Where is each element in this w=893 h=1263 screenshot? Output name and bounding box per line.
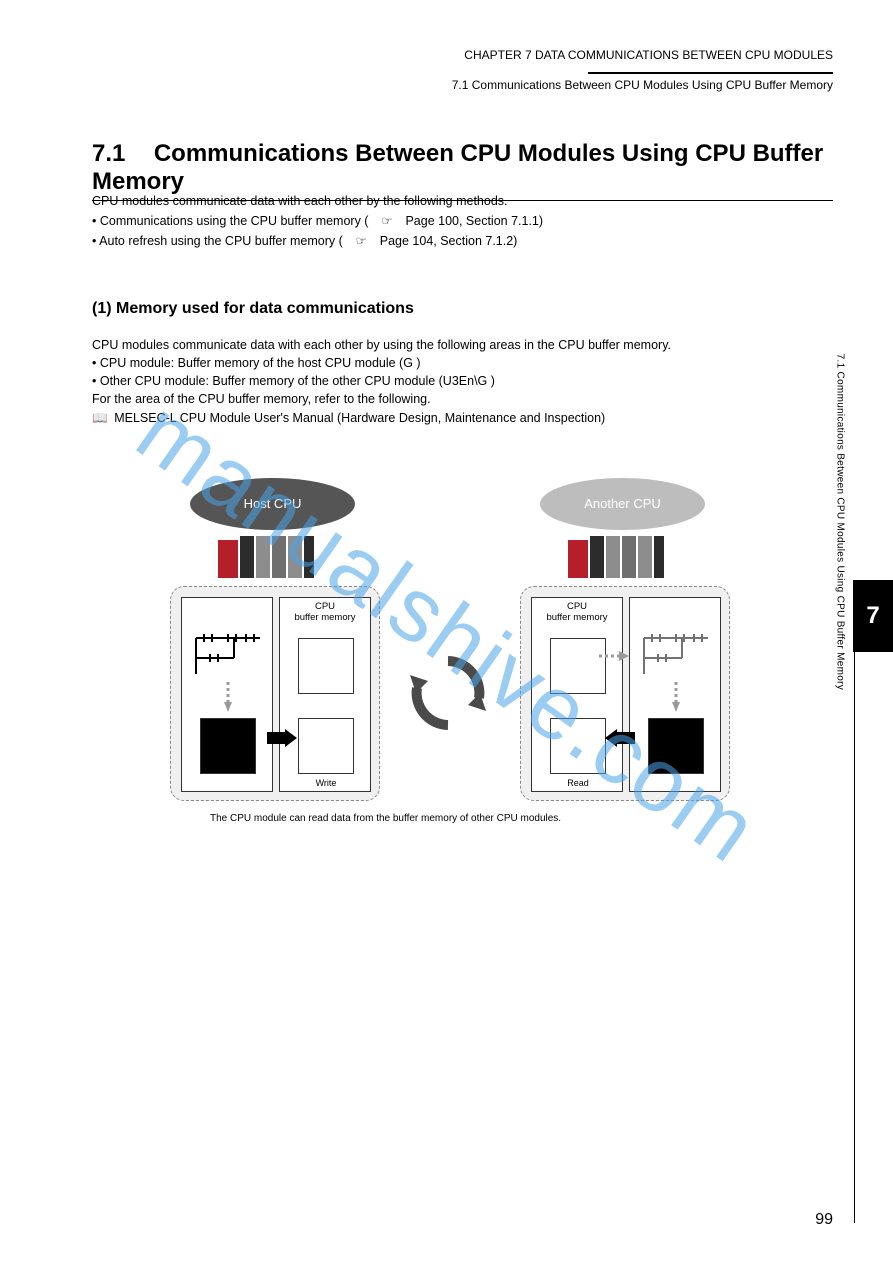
host-write-area — [298, 718, 354, 774]
intro-block: CPU modules communicate data with each o… — [92, 192, 823, 252]
solid-arrow-left-icon — [605, 729, 635, 747]
section-1-ref-text: MELSEC-L CPU Module User's Manual (Hardw… — [114, 411, 605, 425]
ladder-icon — [642, 634, 710, 676]
section-1-para-2b: • Other CPU module: Buffer memory of the… — [92, 372, 823, 390]
chapter-tab: 7 — [853, 580, 893, 652]
other-cpu-box: CPU buffer memory Read — [520, 586, 730, 801]
header-kicker: CHAPTER 7 DATA COMMUNICATIONS BETWEEN CP… — [464, 48, 833, 62]
section-1-body: CPU modules communicate data with each o… — [92, 336, 823, 427]
diagram-caption: The CPU module can read data from the bu… — [210, 813, 561, 824]
header-rule — [588, 72, 833, 74]
plc-icon-left — [218, 536, 328, 580]
chapter-title: Communications Between CPU Modules Using… — [92, 140, 823, 195]
other-program-col — [629, 597, 721, 792]
chapter-number: 7.1 — [92, 140, 125, 167]
intro-line-1: CPU modules communicate data with each o… — [92, 192, 823, 210]
host-buffer-col: CPU buffer memory Write — [279, 597, 371, 792]
host-cpu-box: CPU buffer memory Write — [170, 586, 380, 801]
section-1-para-1: CPU modules communicate data with each o… — [92, 336, 823, 354]
dash-arrow-right-icon — [599, 649, 629, 661]
intro-row-2-prefix: • Auto refresh using the CPU buffer memo… — [92, 234, 343, 248]
read-label: Read — [550, 778, 606, 788]
host-program-col — [181, 597, 273, 792]
page-number: 99 — [815, 1211, 833, 1229]
section-1-para-3: For the area of the CPU buffer memory, r… — [92, 390, 823, 408]
section-1-title: Memory used for data communications — [116, 300, 414, 317]
other-read-area — [550, 638, 606, 694]
dash-arrow-down-icon — [224, 682, 232, 712]
intro-row-2-text: Page 104, Section 7.1.2) — [380, 234, 518, 248]
dash-arrow-down-icon — [672, 682, 680, 712]
other-write-area — [550, 718, 606, 774]
other-buffer-col: CPU buffer memory Read — [531, 597, 623, 792]
buffer-memory-diagram: Host CPU Another CPU — [160, 478, 720, 828]
host-read-area — [298, 638, 354, 694]
section-1-para-2a: • CPU module: Buffer memory of the host … — [92, 354, 823, 372]
section-1-ref: 📖 MELSEC-L CPU Module User's Manual (Har… — [92, 409, 823, 427]
intro-row-1-text: Page 100, Section 7.1.1) — [405, 214, 543, 228]
write-label: Write — [298, 778, 354, 788]
intro-row-2: • Auto refresh using the CPU buffer memo… — [92, 232, 823, 250]
side-rule — [854, 652, 855, 1223]
pointer-icon: ☞ — [346, 232, 376, 250]
host-buffer-label: CPU buffer memory — [280, 602, 370, 624]
section-1-heading: (1) Memory used for data communications — [92, 300, 414, 318]
ellipse-other-cpu: Another CPU — [540, 478, 705, 530]
ladder-icon — [194, 634, 262, 676]
book-icon: 📖 — [92, 411, 111, 425]
plc-icon-right — [568, 536, 678, 580]
solid-arrow-right-icon — [267, 729, 297, 747]
intro-row-1-prefix: • Communications using the CPU buffer me… — [92, 214, 368, 228]
header-title: 7.1 Communications Between CPU Modules U… — [452, 78, 833, 92]
host-write-block — [200, 718, 256, 774]
section-1-bullet: (1) — [92, 300, 112, 317]
other-buffer-label: CPU buffer memory — [532, 602, 622, 624]
pointer-icon: ☞ — [372, 212, 402, 230]
other-write-block — [648, 718, 704, 774]
cycle-arrows-icon — [408, 653, 488, 733]
intro-row-1: • Communications using the CPU buffer me… — [92, 212, 823, 230]
ellipse-host-cpu: Host CPU — [190, 478, 355, 530]
vertical-section-label: 7.1 Communications Between CPU Modules U… — [834, 354, 845, 690]
